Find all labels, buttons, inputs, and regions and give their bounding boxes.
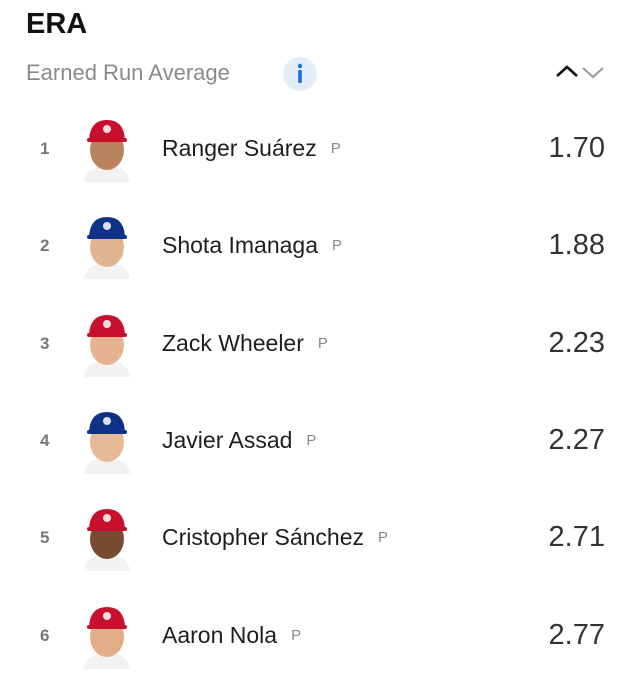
headshot xyxy=(84,509,130,572)
player: Cristopher Sánchez P xyxy=(162,489,388,586)
player-name: Shota Imanaga xyxy=(162,232,319,259)
sort-toggle[interactable] xyxy=(554,60,606,84)
player-photo xyxy=(74,309,140,382)
info-button[interactable] xyxy=(282,56,318,92)
player-row[interactable]: 2 Shota Imanaga P 1.88 xyxy=(0,197,632,294)
rank: 1 xyxy=(40,139,50,158)
player-photo xyxy=(74,211,140,284)
player: Shota Imanaga P xyxy=(162,197,342,294)
player-photo xyxy=(74,601,140,674)
title: ERA xyxy=(26,8,88,40)
player-name: Ranger Suárez xyxy=(162,135,317,161)
player: Aaron Nola P xyxy=(162,587,301,684)
player-photo xyxy=(74,406,140,479)
player-row[interactable]: 5 Cristopher Sánchez P 2.71 xyxy=(0,489,632,586)
player-name: Zack Wheeler xyxy=(162,329,304,356)
headshot xyxy=(84,120,130,182)
player-name: Cristopher Sánchez xyxy=(162,524,364,551)
rank: 3 xyxy=(40,333,50,353)
position: P xyxy=(306,431,317,449)
player-name: Aaron Nola xyxy=(162,621,278,648)
rank: 6 xyxy=(40,625,50,645)
player-photo xyxy=(74,503,140,576)
headshot xyxy=(84,217,130,280)
position: P xyxy=(330,140,341,157)
subtitle: Earned Run Average xyxy=(26,60,230,85)
player: Zack Wheeler P xyxy=(162,295,328,392)
player-row[interactable]: 6 Aaron Nola P 2.77 xyxy=(0,587,632,684)
era-value: 2.77 xyxy=(548,618,605,651)
position: P xyxy=(291,626,302,644)
era-value: 1.70 xyxy=(548,132,605,164)
player: Ranger Suárez P xyxy=(162,100,341,197)
position: P xyxy=(317,334,328,352)
player-name: Javier Assad xyxy=(162,426,293,453)
headshot xyxy=(84,606,130,669)
position: P xyxy=(378,529,389,547)
position: P xyxy=(332,237,343,255)
era-value: 2.71 xyxy=(548,521,605,554)
headshot xyxy=(84,314,130,377)
rank: 4 xyxy=(40,430,50,450)
era-value: 1.88 xyxy=(548,229,605,262)
player: Javier Assad P xyxy=(162,392,316,489)
player-row[interactable]: 4 Javier Assad P 2.27 xyxy=(0,392,632,489)
player-photo xyxy=(74,114,140,187)
rank: 2 xyxy=(40,236,50,256)
era-value: 2.23 xyxy=(548,326,605,359)
rank: 5 xyxy=(40,528,50,548)
headshot xyxy=(84,411,130,474)
player-row[interactable]: 3 Zack Wheeler P 2.23 xyxy=(0,295,632,392)
player-row[interactable]: 1 Ranger Suárez P 1.70 xyxy=(0,100,632,197)
era-value: 2.27 xyxy=(548,423,605,456)
